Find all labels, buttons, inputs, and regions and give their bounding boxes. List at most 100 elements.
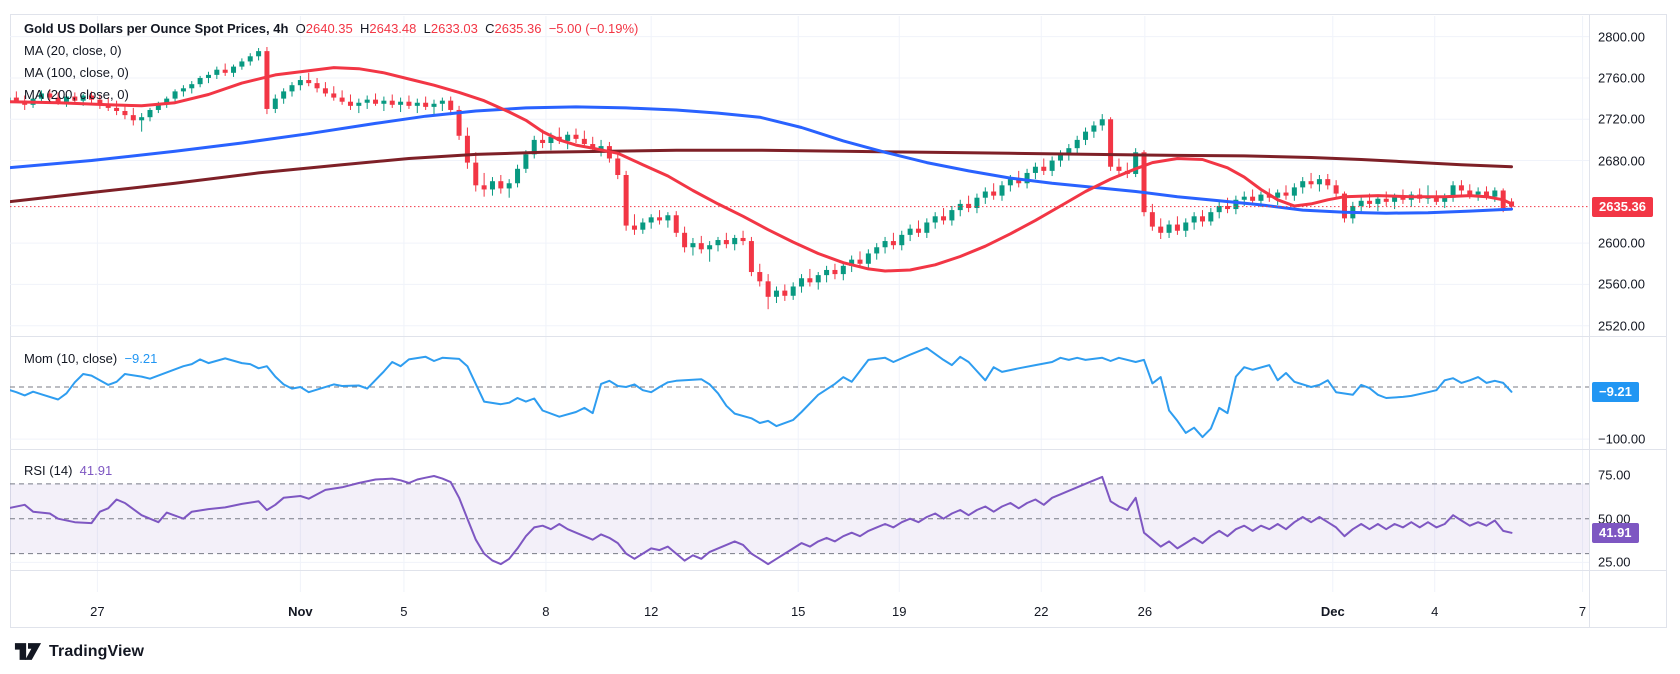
candle[interactable] [1316, 175, 1322, 192]
ma100-legend[interactable]: MA (100, close, 0) [24, 65, 129, 80]
candle[interactable] [899, 230, 905, 251]
pane-separator-1[interactable] [10, 336, 1667, 337]
candle[interactable] [1074, 135, 1080, 154]
candle[interactable] [740, 230, 746, 246]
candle[interactable] [1141, 150, 1147, 217]
candle[interactable] [665, 212, 671, 228]
momentum-legend[interactable]: Mom (10, close) −9.21 [24, 351, 157, 366]
candle[interactable] [631, 214, 637, 235]
candle[interactable] [840, 261, 846, 281]
candle[interactable] [915, 220, 921, 237]
candle[interactable] [1108, 117, 1114, 171]
candle[interactable] [799, 274, 805, 293]
candle[interactable] [1049, 156, 1055, 177]
candle[interactable] [1358, 196, 1364, 213]
candle[interactable] [1091, 121, 1097, 138]
candle[interactable] [623, 170, 629, 231]
candle[interactable] [732, 234, 738, 251]
candle[interactable] [214, 66, 220, 79]
rsi-line[interactable] [10, 475, 1513, 566]
candle[interactable] [1083, 127, 1089, 146]
ma100-line[interactable] [10, 105, 1513, 215]
candle[interactable] [489, 177, 495, 196]
candle[interactable] [1408, 191, 1414, 207]
candle[interactable] [782, 284, 788, 301]
candle[interactable] [297, 75, 303, 91]
pane-separator-2[interactable] [10, 449, 1667, 450]
candle[interactable] [431, 99, 437, 115]
rsi-legend[interactable]: RSI (14) 41.91 [24, 463, 112, 478]
candle[interactable] [1325, 173, 1331, 190]
candle[interactable] [1283, 185, 1289, 200]
candle[interactable] [481, 172, 487, 197]
candle[interactable] [97, 94, 103, 109]
candle[interactable] [381, 96, 387, 111]
candle[interactable] [1333, 180, 1339, 198]
candle[interactable] [373, 93, 379, 106]
momentum-line[interactable] [10, 346, 1513, 439]
candle[interactable] [247, 53, 253, 66]
candle[interactable] [949, 205, 955, 226]
candle[interactable] [657, 210, 663, 225]
candle[interactable] [464, 127, 470, 169]
candle[interactable] [824, 265, 830, 283]
candle[interactable] [147, 107, 153, 122]
candle[interactable] [581, 130, 587, 148]
candle[interactable] [974, 193, 980, 214]
symbol-header[interactable]: Gold US Dollars per Ounce Spot Prices, 4… [24, 21, 638, 36]
candle[interactable] [10, 94, 11, 108]
candle[interactable] [982, 187, 988, 204]
candle[interactable] [72, 92, 78, 104]
candle[interactable] [189, 81, 195, 94]
candle[interactable] [406, 95, 412, 109]
candle[interactable] [1199, 210, 1205, 227]
candle[interactable] [707, 241, 713, 262]
candle[interactable] [414, 98, 420, 114]
candle[interactable] [865, 249, 871, 269]
candle[interactable] [130, 107, 136, 126]
candle[interactable] [932, 212, 938, 229]
candle[interactable] [1024, 168, 1030, 189]
candle[interactable] [1458, 180, 1464, 195]
candle[interactable] [473, 152, 479, 192]
candle[interactable] [773, 286, 779, 303]
candle[interactable] [1216, 201, 1222, 219]
candle[interactable] [941, 208, 947, 225]
candle[interactable] [1208, 208, 1214, 226]
ma20-legend[interactable]: MA (20, close, 0) [24, 43, 122, 58]
candle[interactable] [673, 211, 679, 237]
candle[interactable] [114, 100, 120, 116]
candle[interactable] [289, 82, 295, 97]
tradingview-logo[interactable]: TradingView [14, 642, 144, 661]
candle[interactable] [1375, 195, 1381, 212]
candle[interactable] [1174, 216, 1180, 235]
candle[interactable] [882, 236, 888, 254]
ma200-line[interactable] [10, 148, 1513, 204]
candle[interactable] [1133, 148, 1139, 178]
candle[interactable] [1250, 189, 1256, 204]
candle[interactable] [456, 105, 462, 140]
candle[interactable] [89, 91, 95, 103]
candle[interactable] [256, 48, 262, 61]
candle[interactable] [239, 58, 245, 70]
candle[interactable] [1383, 191, 1389, 206]
candle[interactable] [389, 94, 395, 108]
candle[interactable] [347, 94, 353, 110]
candle[interactable] [615, 152, 621, 180]
candle[interactable] [531, 135, 537, 159]
ma20-line[interactable] [10, 66, 1513, 273]
candle[interactable] [222, 63, 228, 76]
candle[interactable] [197, 75, 203, 88]
candle[interactable] [757, 263, 763, 287]
candle[interactable] [423, 96, 429, 110]
candle[interactable] [356, 98, 362, 114]
candle[interactable] [63, 94, 69, 107]
candle[interactable] [1308, 172, 1314, 189]
candle[interactable] [715, 236, 721, 252]
candle[interactable] [815, 272, 821, 290]
candle[interactable] [1450, 181, 1456, 202]
candle[interactable] [515, 164, 521, 188]
candle[interactable] [1149, 203, 1155, 231]
candle[interactable] [790, 282, 796, 300]
candle[interactable] [598, 139, 604, 157]
